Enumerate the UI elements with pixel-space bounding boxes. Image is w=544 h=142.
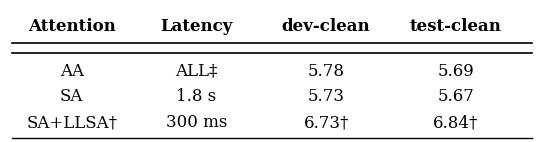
Text: 5.67: 5.67 [437, 88, 474, 105]
Text: 5.69: 5.69 [437, 62, 474, 80]
Text: 1.8 s: 1.8 s [176, 88, 217, 105]
Text: Attention: Attention [28, 18, 116, 35]
Text: ALL‡: ALL‡ [175, 62, 218, 80]
Text: 5.78: 5.78 [307, 62, 344, 80]
Text: 6.73†: 6.73† [304, 114, 349, 131]
Text: dev-clean: dev-clean [282, 18, 370, 35]
Text: test-clean: test-clean [410, 18, 502, 35]
Text: AA: AA [60, 62, 84, 80]
Text: 5.73: 5.73 [307, 88, 344, 105]
Text: SA+LLSA†: SA+LLSA† [26, 114, 118, 131]
Text: 6.84†: 6.84† [434, 114, 479, 131]
Text: SA: SA [60, 88, 83, 105]
Text: Latency: Latency [160, 18, 232, 35]
Text: 300 ms: 300 ms [165, 114, 227, 131]
